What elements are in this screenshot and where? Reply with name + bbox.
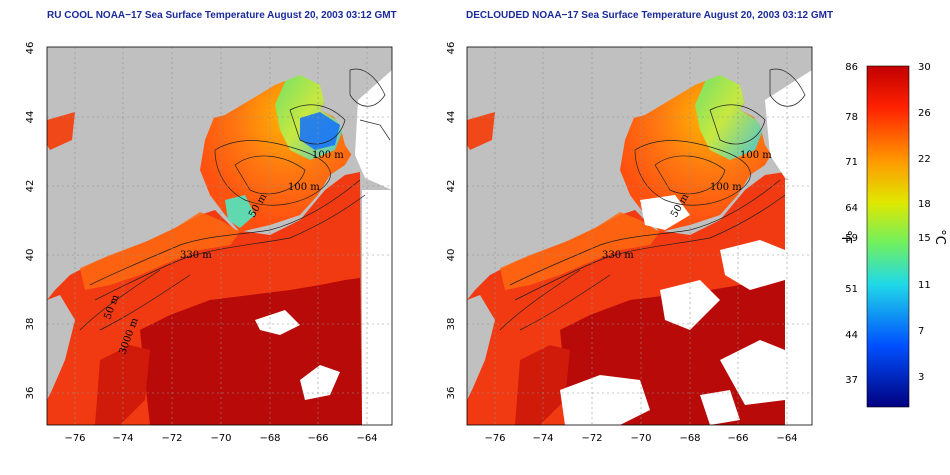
lon-tick-label: −68 — [259, 433, 280, 444]
lat-tick-label: 38 — [25, 318, 36, 331]
left-lat-axis: 46 44 42 40 38 36 — [25, 42, 36, 400]
lat-tick-label: 44 — [446, 111, 457, 124]
cloud-patch — [720, 340, 785, 405]
celsius-tick-label: 18 — [918, 199, 931, 210]
fahrenheit-tick-label: 64 — [845, 203, 858, 214]
lon-tick-label: −70 — [630, 433, 651, 444]
lat-tick-label: 44 — [25, 111, 36, 124]
celsius-tick-label: 11 — [918, 280, 931, 291]
cloud-northeast — [355, 70, 392, 190]
shelf-water — [80, 212, 240, 290]
cloud-patch — [560, 375, 650, 425]
lon-tick-label: −64 — [356, 433, 377, 444]
lon-tick-label: −76 — [484, 433, 505, 444]
fahrenheit-unit: °F — [838, 230, 853, 244]
celsius-tick-label: 3 — [918, 372, 924, 383]
celsius-tick-label: 7 — [918, 326, 924, 337]
celsius-unit: °C — [932, 229, 947, 245]
left-lon-axis: −76 −74 −72 −70 −68 −66 −64 — [64, 433, 377, 444]
contour-label: 330 m — [602, 250, 634, 261]
celsius-scale: 30 26 22 18 15 11 7 3 °C — [918, 62, 947, 383]
fahrenheit-tick-label: 71 — [845, 157, 858, 168]
right-lat-axis: 46 44 42 40 38 36 — [446, 42, 457, 400]
cloud-edge — [785, 180, 812, 425]
right-lon-axis: −76 −74 −72 −70 −68 −66 −64 — [484, 433, 797, 444]
right-map-frame — [466, 46, 813, 426]
lon-tick-label: −70 — [210, 433, 231, 444]
celsius-tick-label: 26 — [918, 108, 931, 119]
cloud-northeast — [765, 70, 812, 190]
bathymetry-contours — [499, 68, 806, 331]
cloud-patch — [700, 390, 740, 425]
celsius-tick-label: 22 — [918, 154, 931, 165]
celsius-tick-label: 15 — [918, 233, 931, 244]
fahrenheit-tick-label: 59 — [845, 233, 858, 244]
lon-tick-label: −72 — [581, 433, 602, 444]
left-map-title: RU COOL NOAA−17 Sea Surface Temperature … — [47, 10, 397, 21]
lon-tick-label: −72 — [161, 433, 182, 444]
contour-label: 100 m — [740, 150, 772, 161]
lon-tick-label: −74 — [532, 433, 553, 444]
lon-tick-label: −66 — [307, 433, 328, 444]
contour-label: 100 m — [288, 182, 320, 193]
cloud-patch — [255, 310, 300, 335]
lon-tick-label: −64 — [776, 433, 797, 444]
lat-tick-label: 46 — [25, 42, 36, 55]
mid-atlantic-coast — [467, 295, 495, 400]
fahrenheit-tick-label: 37 — [845, 375, 858, 386]
lon-tick-label: −66 — [727, 433, 748, 444]
mid-atlantic-coast — [47, 295, 75, 400]
lat-tick-label: 36 — [446, 387, 457, 400]
lat-tick-label: 36 — [25, 387, 36, 400]
right-map-title: DECLOUDED NOAA−17 Sea Surface Temperatur… — [466, 10, 834, 21]
gulf-stream-edge — [515, 345, 570, 425]
lon-tick-label: −68 — [679, 433, 700, 444]
contour-label: 100 m — [312, 150, 344, 161]
celsius-tick-label: 30 — [918, 62, 931, 73]
coastal-water — [467, 112, 495, 150]
colorbar-gradient — [866, 65, 910, 408]
lat-tick-label: 40 — [446, 249, 457, 262]
shelf-water — [500, 212, 660, 290]
lat-tick-label: 46 — [446, 42, 457, 55]
fahrenheit-scale: 86 78 71 64 59 51 44 37 °F — [838, 62, 858, 386]
cloud-patch — [660, 280, 720, 330]
lat-tick-label: 42 — [446, 180, 457, 193]
map-grid — [47, 47, 392, 425]
lat-tick-label: 40 — [25, 249, 36, 262]
fahrenheit-tick-label: 86 — [845, 62, 858, 73]
lat-tick-label: 38 — [446, 318, 457, 331]
coastal-water — [47, 112, 75, 150]
gulf-stream-edge — [95, 345, 150, 425]
cloud-patch — [300, 365, 340, 400]
left-map-frame — [46, 46, 393, 426]
colorbar: 86 78 71 64 59 51 44 37 °F 30 26 22 18 1… — [838, 62, 947, 408]
lat-tick-label: 42 — [25, 180, 36, 193]
left-map-panel: 100 m 100 m 50 m 330 m 50 m 3000 m — [47, 47, 392, 425]
map-grid — [467, 47, 812, 425]
lon-tick-label: −74 — [112, 433, 133, 444]
cloud-patch — [720, 240, 785, 290]
right-map-panel: 100 m 100 m 50 m 330 m — [467, 47, 812, 425]
fahrenheit-tick-label: 78 — [845, 112, 858, 123]
contour-label: 330 m — [180, 250, 212, 261]
new-england-land — [200, 47, 392, 180]
new-england-land — [620, 47, 812, 180]
fahrenheit-tick-label: 44 — [845, 330, 858, 341]
fahrenheit-tick-label: 51 — [845, 284, 858, 295]
lon-tick-label: −76 — [64, 433, 85, 444]
cloud-edge — [362, 190, 392, 425]
contour-label: 100 m — [710, 182, 742, 193]
cool-patch — [225, 195, 255, 228]
